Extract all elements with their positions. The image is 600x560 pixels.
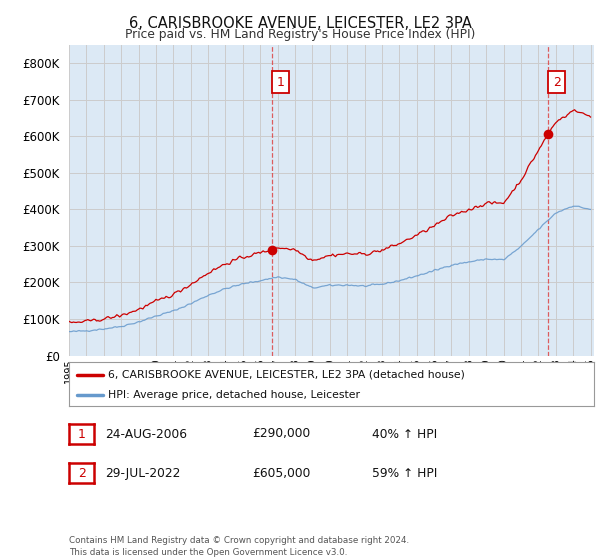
Text: 24-AUG-2006: 24-AUG-2006: [105, 427, 187, 441]
Text: 59% ↑ HPI: 59% ↑ HPI: [372, 466, 437, 480]
Text: 1: 1: [77, 427, 86, 441]
Text: 6, CARISBROOKE AVENUE, LEICESTER, LE2 3PA (detached house): 6, CARISBROOKE AVENUE, LEICESTER, LE2 3P…: [109, 370, 465, 380]
Text: 29-JUL-2022: 29-JUL-2022: [105, 466, 181, 480]
Text: 2: 2: [553, 76, 560, 88]
Text: 40% ↑ HPI: 40% ↑ HPI: [372, 427, 437, 441]
Text: £290,000: £290,000: [252, 427, 310, 441]
Text: HPI: Average price, detached house, Leicester: HPI: Average price, detached house, Leic…: [109, 390, 361, 400]
Text: Price paid vs. HM Land Registry's House Price Index (HPI): Price paid vs. HM Land Registry's House …: [125, 28, 475, 41]
Text: 1: 1: [276, 76, 284, 88]
Text: Contains HM Land Registry data © Crown copyright and database right 2024.
This d: Contains HM Land Registry data © Crown c…: [69, 536, 409, 557]
Text: 2: 2: [77, 466, 86, 480]
Text: £605,000: £605,000: [252, 466, 310, 480]
Text: 6, CARISBROOKE AVENUE, LEICESTER, LE2 3PA: 6, CARISBROOKE AVENUE, LEICESTER, LE2 3P…: [128, 16, 472, 31]
